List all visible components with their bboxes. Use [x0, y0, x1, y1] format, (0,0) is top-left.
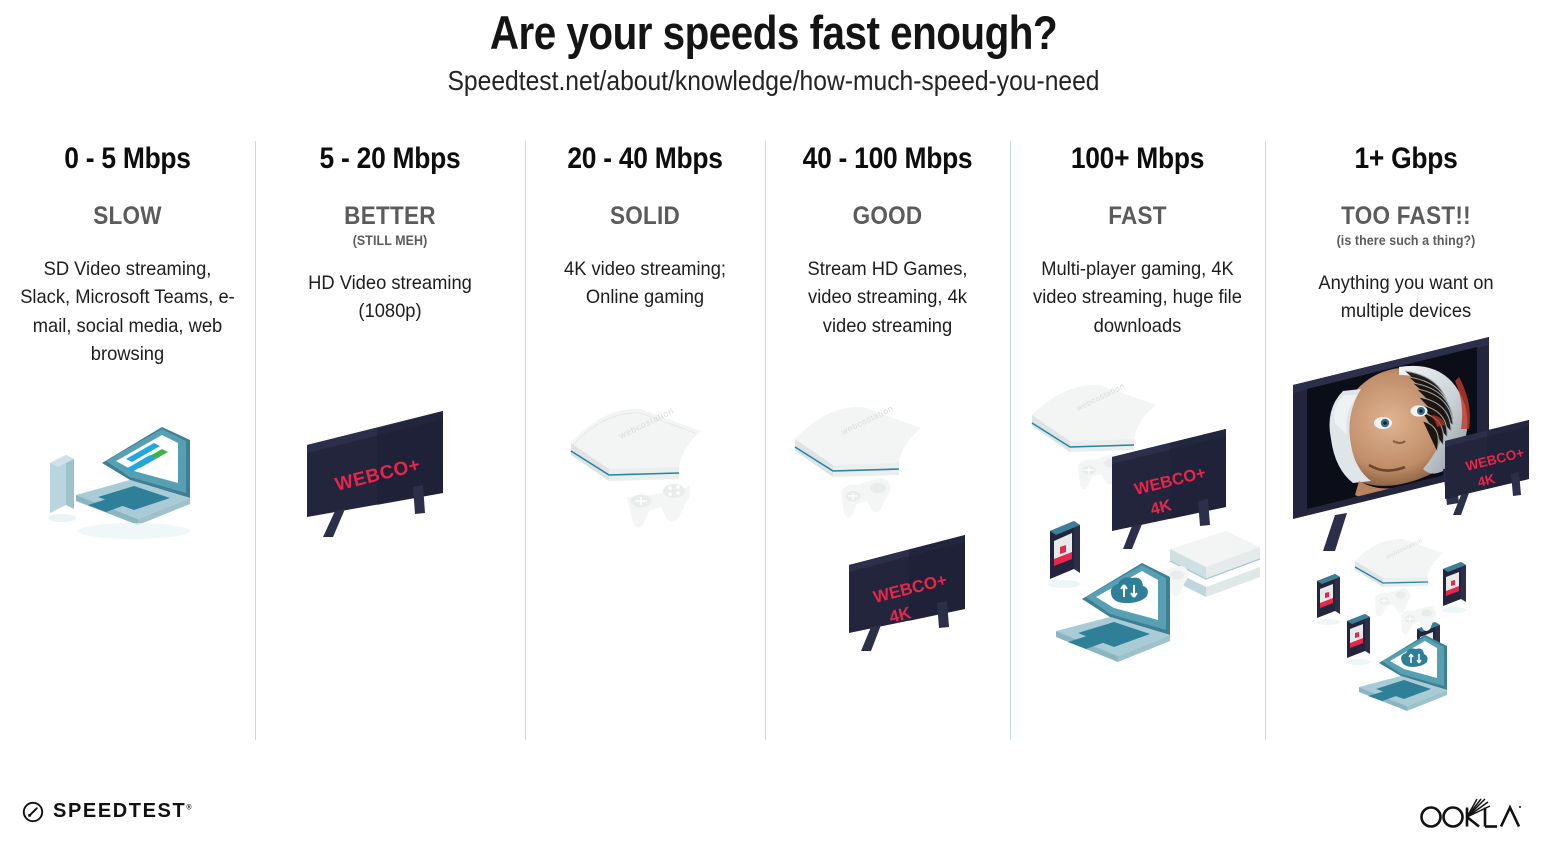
illustration-tier-5: webcostation WEB — [1010, 323, 1265, 748]
usage-description: HD Video streaming (1080p) — [308, 272, 472, 323]
column-tier-6: 1+ Gbps TOO FAST!! (is there such a thin… — [1265, 133, 1547, 748]
gamepad-icon — [627, 479, 691, 528]
usage-description: SD Video streaming, Slack, Microsoft Tea… — [20, 258, 235, 365]
column-tier-2: 5 - 20 Mbps BETTER (STILL MEH) HD Video … — [255, 133, 525, 748]
illustration-tier-1 — [0, 323, 255, 748]
all-devices-group-icon: WEBCO+ 4K webcostation — [1293, 337, 1529, 711]
phone-icon — [1346, 614, 1370, 665]
speed-range-label: 1+ Gbps — [1354, 142, 1458, 175]
laptop-icon — [48, 427, 190, 539]
tv-icon: WEBCO+ 4K — [1445, 420, 1529, 515]
speed-tier-columns: 0 - 5 Mbps SLOW SD Video streaming, Slac… — [0, 133, 1547, 748]
phone-icon — [1316, 574, 1340, 625]
phone-icon — [1442, 562, 1466, 613]
console-body: webcostation — [1354, 538, 1443, 587]
ookla-logo[interactable] — [1417, 798, 1521, 830]
footer: SPEEDTEST® — [0, 748, 1547, 843]
column-tier-1: 0 - 5 Mbps SLOW SD Video streaming, Slac… — [0, 133, 255, 748]
console-body: webcostation — [570, 406, 701, 481]
ookla-rays-icon — [1466, 798, 1491, 818]
rating-label: SOLID — [609, 202, 681, 230]
speedometer-icon — [22, 801, 44, 822]
speedtest-registered-mark: ® — [186, 804, 192, 812]
illustration-tier-2: WEBCO+ — [255, 323, 525, 748]
phone-icon — [1048, 521, 1080, 588]
console-tv-group-icon: webcostation WEB — [794, 403, 965, 651]
usage-description: Stream HD Games, video streaming, 4k vid… — [807, 258, 968, 337]
gamepad-icon — [841, 478, 891, 518]
laptop-icon — [1056, 563, 1170, 662]
column-header-6: 1+ Gbps TOO FAST!! (is there such a thin… — [1265, 133, 1547, 326]
speedtest-logo[interactable]: SPEEDTEST® — [22, 800, 192, 823]
illustration-tier-4: webcostation WEB — [765, 323, 1010, 748]
laptop-icon — [1359, 635, 1447, 711]
gamepad-icon — [1401, 606, 1437, 635]
phone-icon — [48, 455, 76, 522]
speed-range-label: 5 - 20 Mbps — [319, 142, 461, 175]
column-tier-3: 20 - 40 Mbps SOLID 4K video streaming; O… — [525, 133, 765, 748]
multi-device-group-icon: webcostation WEB — [1031, 382, 1261, 662]
ookla-mark — [1420, 798, 1521, 828]
column-header-4: 40 - 100 Mbps GOOD Stream HD Games, vide… — [765, 133, 1010, 340]
speed-range-label: 0 - 5 Mbps — [64, 142, 191, 175]
speed-range-label: 20 - 40 Mbps — [567, 142, 723, 175]
console-body: webcostation — [794, 403, 921, 477]
cloud-sync-icon — [1401, 648, 1428, 667]
tv-resolution-text: 4K — [887, 603, 913, 627]
page-title: Are your speeds fast enough? — [489, 6, 1058, 59]
console-body: webcostation — [1031, 382, 1156, 452]
column-header-1: 0 - 5 Mbps SLOW SD Video streaming, Slac… — [0, 133, 255, 368]
rating-sublabel: (STILL MEH) — [352, 233, 428, 248]
rating-label: GOOD — [852, 202, 923, 230]
speed-range-label: 100+ Mbps — [1070, 142, 1205, 175]
rating-label: TOO FAST!! — [1341, 202, 1471, 230]
cloud-sync-icon — [1110, 577, 1148, 604]
column-header-2: 5 - 20 Mbps BETTER (STILL MEH) HD Video … — [255, 133, 525, 326]
speedtest-wordmark: SPEEDTEST® — [53, 800, 192, 823]
tv-resolution-text: 4K — [1476, 471, 1497, 490]
usage-description: Anything you want on multiple devices — [1318, 272, 1494, 323]
header: Are your speeds fast enough? Speedtest.n… — [0, 0, 1547, 97]
usage-description: Multi-player gaming, 4K video streaming,… — [1033, 258, 1242, 337]
column-header-3: 20 - 40 Mbps SOLID 4K video streaming; O… — [525, 133, 765, 312]
column-tier-4: 40 - 100 Mbps GOOD Stream HD Games, vide… — [765, 133, 1010, 748]
rating-label: BETTER — [344, 202, 436, 230]
usage-description: 4K video streaming; Online gaming — [563, 258, 727, 309]
rating-label: FAST — [1108, 202, 1167, 230]
tv-icon: WEBCO+ 4K — [1112, 429, 1226, 549]
rating-sublabel: (is there such a thing?) — [1336, 233, 1476, 248]
tv-icon: WEBCO+ 4K — [849, 535, 965, 651]
illustration-tier-6: WEBCO+ 4K webcostation — [1265, 323, 1547, 748]
router-icon — [1169, 531, 1261, 597]
rating-label: SLOW — [93, 202, 162, 230]
column-header-5: 100+ Mbps FAST Multi-player gaming, 4K v… — [1010, 133, 1265, 340]
tv-icon: WEBCO+ — [307, 411, 443, 537]
speedtest-wordmark-text: SPEEDTEST — [53, 800, 187, 822]
speed-range-label: 40 - 100 Mbps — [802, 142, 973, 175]
gamepad-icon — [1375, 588, 1411, 617]
column-tier-5: 100+ Mbps FAST Multi-player gaming, 4K v… — [1010, 133, 1265, 748]
illustration-tier-3: webcostation — [525, 323, 765, 748]
game-console-icon: webcostation — [570, 406, 701, 528]
tv-resolution-text: 4K — [1149, 496, 1174, 519]
page-subtitle: Speedtest.net/about/knowledge/how-much-s… — [447, 65, 1100, 97]
